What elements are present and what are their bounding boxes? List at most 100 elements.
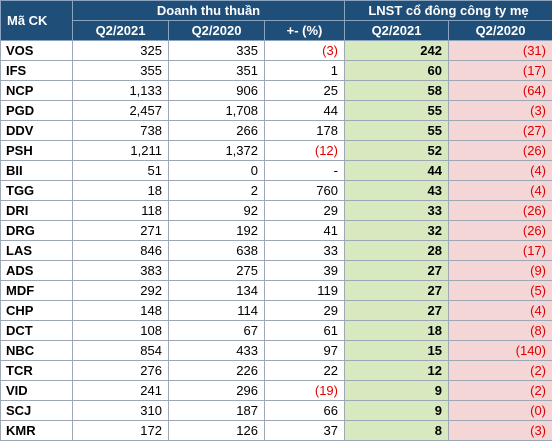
cell-revenue-change: 66 [264, 400, 345, 421]
cell-revenue-q2-2021: 18 [72, 180, 169, 201]
table-row: PSH 1,211 1,372 (12) 52 (26) [0, 140, 552, 161]
cell-lnst-q2-2021: 52 [344, 140, 449, 161]
cell-stock-code: DRG [0, 220, 73, 241]
cell-stock-code: DRI [0, 200, 73, 221]
cell-stock-code: LAS [0, 240, 73, 261]
header-row-periods: Q2/2021 Q2/2020 +- (%) Q2/2021 Q2/2020 [1, 20, 552, 41]
table-row: PGD 2,457 1,708 44 55 (3) [0, 100, 552, 121]
cell-stock-code: PSH [0, 140, 73, 161]
cell-revenue-q2-2020: 906 [168, 80, 265, 101]
cell-lnst-q2-2020: (4) [448, 160, 552, 181]
cell-stock-code: TCR [0, 360, 73, 381]
cell-revenue-change: 178 [264, 120, 345, 141]
table-row: TCR 276 226 22 12 (2) [0, 360, 552, 381]
cell-revenue-q2-2020: 1,708 [168, 100, 265, 121]
table-row: VOS 325 335 (3) 242 (31) [0, 40, 552, 61]
cell-lnst-q2-2020: (26) [448, 200, 552, 221]
table-body: VOS 325 335 (3) 242 (31) IFS 355 351 1 60 (17) NCP 1,… [0, 40, 552, 441]
table-row: NCP 1,133 906 25 58 (64) [0, 80, 552, 101]
cell-revenue-q2-2021: 738 [72, 120, 169, 141]
cell-lnst-q2-2020: (2) [448, 360, 552, 381]
cell-lnst-q2-2021: 18 [344, 320, 449, 341]
cell-revenue-q2-2020: 335 [168, 40, 265, 61]
cell-stock-code: DCT [0, 320, 73, 341]
cell-lnst-q2-2020: (17) [448, 240, 552, 261]
cell-revenue-q2-2020: 67 [168, 320, 265, 341]
cell-lnst-q2-2021: 28 [344, 240, 449, 261]
header-doanh-thu-thuan: Doanh thu thuần [72, 0, 345, 21]
cell-revenue-q2-2020: 92 [168, 200, 265, 221]
header-revenue-q2-2020: Q2/2020 [168, 20, 265, 41]
cell-stock-code: PGD [0, 100, 73, 121]
cell-revenue-q2-2020: 226 [168, 360, 265, 381]
cell-revenue-q2-2021: 846 [72, 240, 169, 261]
cell-lnst-q2-2021: 12 [344, 360, 449, 381]
cell-revenue-q2-2021: 383 [72, 260, 169, 281]
cell-revenue-q2-2020: 2 [168, 180, 265, 201]
cell-stock-code: CHP [0, 300, 73, 321]
cell-lnst-q2-2020: (64) [448, 80, 552, 101]
header-lnst-q2-2020: Q2/2020 [448, 20, 552, 41]
table-row: MDF 292 134 119 27 (5) [0, 280, 552, 301]
cell-lnst-q2-2020: (5) [448, 280, 552, 301]
cell-lnst-q2-2021: 9 [344, 400, 449, 421]
header-lnst-q2-2021: Q2/2021 [344, 20, 449, 41]
cell-lnst-q2-2020: (140) [448, 340, 552, 361]
cell-revenue-q2-2021: 271 [72, 220, 169, 241]
cell-stock-code: NCP [0, 80, 73, 101]
cell-revenue-q2-2021: 1,211 [72, 140, 169, 161]
cell-lnst-q2-2021: 9 [344, 380, 449, 401]
table-row: DRI 118 92 29 33 (26) [0, 200, 552, 221]
cell-revenue-q2-2021: 2,457 [72, 100, 169, 121]
cell-revenue-change: (12) [264, 140, 345, 161]
cell-revenue-q2-2020: 638 [168, 240, 265, 261]
cell-revenue-change: 41 [264, 220, 345, 241]
table-row: DRG 271 192 41 32 (26) [0, 220, 552, 241]
cell-revenue-q2-2020: 134 [168, 280, 265, 301]
header-row-groups: Mã CK Doanh thu thuần LNST cổ đông công … [0, 0, 552, 41]
cell-revenue-q2-2020: 351 [168, 60, 265, 81]
cell-stock-code: ADS [0, 260, 73, 281]
cell-stock-code: VID [0, 380, 73, 401]
cell-revenue-q2-2020: 275 [168, 260, 265, 281]
cell-lnst-q2-2021: 43 [344, 180, 449, 201]
cell-lnst-q2-2021: 15 [344, 340, 449, 361]
cell-revenue-q2-2021: 172 [72, 420, 169, 441]
cell-revenue-q2-2020: 192 [168, 220, 265, 241]
table-row: VID 241 296 (19) 9 (2) [0, 380, 552, 401]
table-row: LAS 846 638 33 28 (17) [0, 240, 552, 261]
cell-revenue-change: 61 [264, 320, 345, 341]
table-header: Mã CK Doanh thu thuần LNST cổ đông công … [0, 0, 552, 41]
cell-revenue-change: (3) [264, 40, 345, 61]
cell-revenue-q2-2021: 148 [72, 300, 169, 321]
cell-lnst-q2-2020: (9) [448, 260, 552, 281]
cell-revenue-q2-2020: 1,372 [168, 140, 265, 161]
cell-lnst-q2-2021: 242 [344, 40, 449, 61]
cell-lnst-q2-2020: (3) [448, 420, 552, 441]
cell-lnst-q2-2021: 55 [344, 100, 449, 121]
cell-stock-code: KMR [0, 420, 73, 441]
cell-lnst-q2-2021: 33 [344, 200, 449, 221]
cell-stock-code: SCJ [0, 400, 73, 421]
cell-lnst-q2-2021: 32 [344, 220, 449, 241]
cell-lnst-q2-2020: (17) [448, 60, 552, 81]
table-row: KMR 172 126 37 8 (3) [0, 420, 552, 441]
table-row: IFS 355 351 1 60 (17) [0, 60, 552, 81]
cell-lnst-q2-2021: 58 [344, 80, 449, 101]
cell-stock-code: IFS [0, 60, 73, 81]
cell-revenue-q2-2021: 276 [72, 360, 169, 381]
table-row: TGG 18 2 760 43 (4) [0, 180, 552, 201]
cell-lnst-q2-2021: 60 [344, 60, 449, 81]
header-change-percent: +- (%) [264, 20, 345, 41]
cell-revenue-change: 39 [264, 260, 345, 281]
cell-revenue-q2-2021: 292 [72, 280, 169, 301]
cell-lnst-q2-2021: 8 [344, 420, 449, 441]
cell-lnst-q2-2020: (26) [448, 220, 552, 241]
table-row: ADS 383 275 39 27 (9) [0, 260, 552, 281]
cell-revenue-q2-2020: 0 [168, 160, 265, 181]
cell-stock-code: BII [0, 160, 73, 181]
cell-revenue-q2-2021: 310 [72, 400, 169, 421]
cell-revenue-q2-2020: 433 [168, 340, 265, 361]
cell-revenue-change: 760 [264, 180, 345, 201]
